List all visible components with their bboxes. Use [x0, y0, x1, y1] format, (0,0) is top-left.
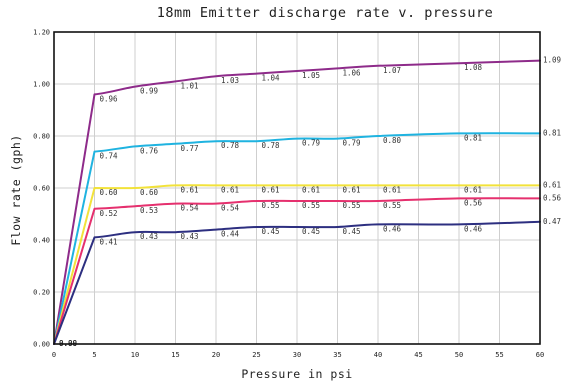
data-label: 0.53 [140, 206, 158, 215]
x-tick-label: 55 [495, 351, 503, 359]
plot-frame [53, 31, 541, 345]
series-line [53, 184, 541, 345]
data-label: 0.61 [464, 185, 482, 194]
x-tick-label: 25 [252, 351, 260, 359]
x-tick-label: 5 [92, 351, 96, 359]
data-label: 1.04 [262, 74, 281, 83]
x-tick-label: 35 [333, 351, 341, 359]
x-tick-label: 45 [414, 351, 422, 359]
data-label: 1.05 [302, 71, 320, 80]
data-label: 0.77 [181, 144, 199, 153]
data-label: 0.46 [383, 224, 402, 233]
data-label: 0.43 [181, 232, 199, 241]
y-tick-label: 1.20 [33, 29, 50, 37]
x-tick-label: 0 [52, 351, 56, 359]
data-label: 0.81 [464, 133, 482, 142]
data-label: 0.45 [343, 227, 361, 236]
data-label: 1.09 [543, 56, 561, 65]
data-label: 1.06 [343, 68, 362, 77]
data-label: 0.80 [383, 136, 402, 145]
data-label: 0.79 [302, 139, 320, 148]
tick-layer: 0 5 10 15 20 25 30 35 40 45 50 55 60 0.00 0.20 0.40 0.60… [33, 29, 544, 360]
y-tick-label: 0.80 [33, 133, 50, 141]
series-line [53, 220, 541, 345]
x-tick-label: 20 [212, 351, 220, 359]
x-tick-label: 60 [536, 351, 544, 359]
data-label: 0.60 [100, 188, 119, 197]
data-label: 0.99 [140, 87, 158, 96]
data-label: 0.55 [262, 201, 280, 210]
y-tick-label: 0.40 [33, 237, 50, 245]
data-label: 0.54 [181, 204, 200, 213]
data-label: 0.44 [221, 230, 240, 239]
data-label: 0.81 [543, 128, 561, 137]
data-label: 0.61 [262, 185, 280, 194]
series-line [53, 132, 541, 345]
data-label: 1.01 [181, 81, 199, 90]
data-label: 0.61 [221, 185, 239, 194]
data-label: 0.74 [100, 152, 119, 161]
data-label: 0.61 [302, 185, 320, 194]
data-label: 0.55 [302, 201, 320, 210]
data-label: 0.43 [140, 232, 158, 241]
y-axis-label: Flow rate (gph) [9, 134, 23, 245]
data-label: 0.76 [140, 146, 159, 155]
data-label: 1.08 [464, 63, 483, 72]
data-label: 0.78 [221, 141, 240, 150]
series-line [53, 197, 541, 345]
x-tick-label: 40 [374, 351, 382, 359]
y-tick-label: 0.20 [33, 289, 50, 297]
data-label: 0.79 [343, 139, 361, 148]
series-layer [53, 59, 541, 345]
data-label: 0.61 [543, 180, 561, 189]
x-tick-label: 30 [293, 351, 301, 359]
data-label: 0.41 [100, 237, 118, 246]
x-tick-label: 50 [455, 351, 463, 359]
data-label: 0.61 [181, 185, 199, 194]
x-axis-label: Pressure in psi [241, 367, 352, 381]
x-tick-label: 10 [131, 351, 139, 359]
y-tick-label: 0.00 [33, 341, 50, 349]
data-label: 0.45 [302, 227, 320, 236]
x-tick-label: 15 [171, 351, 179, 359]
y-tick-label: 0.60 [33, 185, 50, 193]
data-label: 0.55 [383, 201, 401, 210]
data-label: 0.46 [464, 224, 483, 233]
data-label: 0.60 [140, 188, 159, 197]
data-label: 0.52 [100, 209, 118, 218]
data-label: 1.03 [221, 76, 239, 85]
chart-title: 18mm Emitter discharge rate v. pressure [157, 5, 493, 21]
data-label: 0.61 [343, 185, 361, 194]
series-line [53, 59, 541, 345]
data-label: 0.78 [262, 141, 281, 150]
data-label: 0.55 [343, 201, 361, 210]
data-label: 0.54 [221, 204, 240, 213]
data-label: 0.45 [262, 227, 280, 236]
data-label: 0.61 [383, 185, 401, 194]
data-label: 0.96 [100, 94, 119, 103]
y-tick-label: 1.00 [33, 81, 50, 89]
data-label: 0.47 [543, 217, 561, 226]
data-label: 0.56 [464, 198, 483, 207]
data-label: 1.07 [383, 66, 401, 75]
data-label: 0.56 [543, 193, 562, 202]
